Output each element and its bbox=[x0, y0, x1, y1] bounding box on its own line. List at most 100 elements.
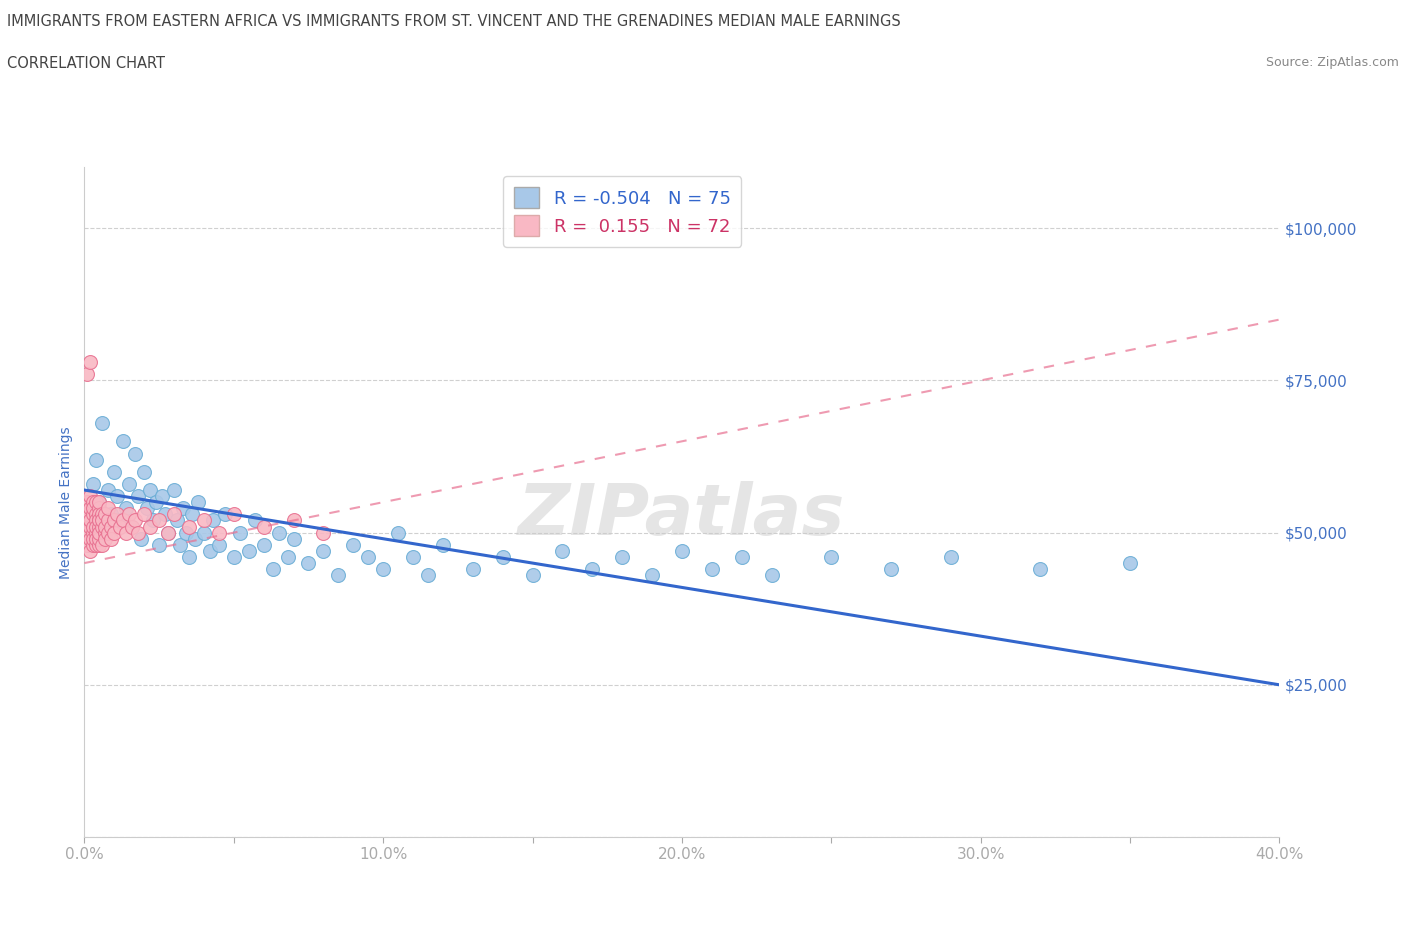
Point bbox=[76, 525, 98, 540]
Point bbox=[193, 525, 215, 540]
Point bbox=[86, 525, 108, 540]
Point bbox=[89, 538, 111, 552]
Point bbox=[139, 519, 162, 534]
Point bbox=[91, 538, 114, 552]
Point bbox=[124, 513, 146, 528]
Point bbox=[163, 483, 186, 498]
Point bbox=[132, 507, 156, 522]
Point bbox=[145, 495, 167, 510]
Point bbox=[610, 550, 633, 565]
Point bbox=[142, 513, 165, 528]
Point bbox=[86, 538, 108, 552]
Point bbox=[184, 531, 207, 546]
Point bbox=[110, 513, 132, 528]
Point bbox=[79, 354, 101, 369]
Point bbox=[641, 568, 664, 583]
Point bbox=[253, 538, 276, 552]
Point bbox=[79, 543, 101, 558]
Point bbox=[208, 538, 231, 552]
Point bbox=[276, 550, 298, 565]
Point bbox=[148, 513, 170, 528]
Point bbox=[112, 513, 135, 528]
Point bbox=[94, 519, 117, 534]
Point bbox=[312, 543, 335, 558]
Point bbox=[581, 562, 603, 577]
Point bbox=[79, 513, 101, 528]
Point bbox=[153, 507, 176, 522]
Text: ZIPatlas: ZIPatlas bbox=[519, 481, 845, 550]
Point bbox=[82, 476, 104, 491]
Point bbox=[89, 507, 111, 522]
Point bbox=[129, 531, 152, 546]
Point bbox=[97, 501, 120, 516]
Point bbox=[91, 519, 114, 534]
Point bbox=[115, 525, 138, 540]
Point bbox=[86, 513, 108, 528]
Point bbox=[118, 507, 141, 522]
Point bbox=[461, 562, 484, 577]
Point bbox=[89, 519, 111, 534]
Point bbox=[82, 531, 104, 546]
Point bbox=[228, 525, 252, 540]
Point bbox=[1119, 555, 1142, 570]
Point bbox=[94, 525, 117, 540]
Point bbox=[82, 519, 104, 534]
Point bbox=[371, 562, 394, 577]
Point bbox=[222, 507, 245, 522]
Point bbox=[166, 513, 188, 528]
Point bbox=[731, 550, 754, 565]
Point bbox=[105, 507, 128, 522]
Point bbox=[89, 495, 111, 510]
Point bbox=[103, 513, 125, 528]
Point bbox=[243, 513, 266, 528]
Point bbox=[86, 495, 108, 510]
Point bbox=[267, 525, 290, 540]
Point bbox=[86, 507, 108, 522]
Point bbox=[79, 519, 101, 534]
Point bbox=[100, 531, 122, 546]
Point bbox=[86, 519, 108, 534]
Point bbox=[76, 507, 98, 522]
Point bbox=[761, 568, 783, 583]
Point bbox=[132, 464, 156, 479]
Point bbox=[402, 550, 425, 565]
Point bbox=[82, 495, 104, 510]
Point bbox=[198, 543, 221, 558]
Point bbox=[820, 550, 842, 565]
Point bbox=[492, 550, 515, 565]
Point bbox=[357, 550, 380, 565]
Point bbox=[97, 525, 120, 540]
Point bbox=[342, 538, 364, 552]
Point bbox=[89, 495, 111, 510]
Point bbox=[94, 507, 117, 522]
Point bbox=[103, 525, 125, 540]
Point bbox=[89, 525, 111, 540]
Point bbox=[157, 525, 180, 540]
Point bbox=[522, 568, 544, 583]
Point bbox=[253, 519, 276, 534]
Point bbox=[79, 501, 101, 516]
Text: Source: ZipAtlas.com: Source: ZipAtlas.com bbox=[1265, 56, 1399, 69]
Point bbox=[283, 531, 305, 546]
Point bbox=[110, 519, 132, 534]
Point bbox=[91, 513, 114, 528]
Y-axis label: Median Male Earnings: Median Male Earnings bbox=[59, 426, 73, 578]
Point bbox=[163, 507, 186, 522]
Point bbox=[100, 507, 122, 522]
Point bbox=[172, 501, 194, 516]
Point bbox=[82, 501, 104, 516]
Point bbox=[222, 550, 245, 565]
Point bbox=[86, 452, 108, 467]
Point bbox=[1029, 562, 1052, 577]
Point bbox=[139, 483, 162, 498]
Point bbox=[127, 525, 149, 540]
Point bbox=[86, 531, 108, 546]
Point bbox=[214, 507, 236, 522]
Point bbox=[94, 531, 117, 546]
Text: IMMIGRANTS FROM EASTERN AFRICA VS IMMIGRANTS FROM ST. VINCENT AND THE GRENADINES: IMMIGRANTS FROM EASTERN AFRICA VS IMMIGR… bbox=[7, 14, 901, 29]
Point bbox=[177, 550, 200, 565]
Point bbox=[124, 446, 146, 461]
Point bbox=[238, 543, 260, 558]
Point bbox=[94, 525, 117, 540]
Point bbox=[97, 483, 120, 498]
